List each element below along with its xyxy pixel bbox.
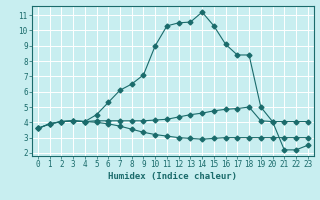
X-axis label: Humidex (Indice chaleur): Humidex (Indice chaleur) xyxy=(108,172,237,181)
